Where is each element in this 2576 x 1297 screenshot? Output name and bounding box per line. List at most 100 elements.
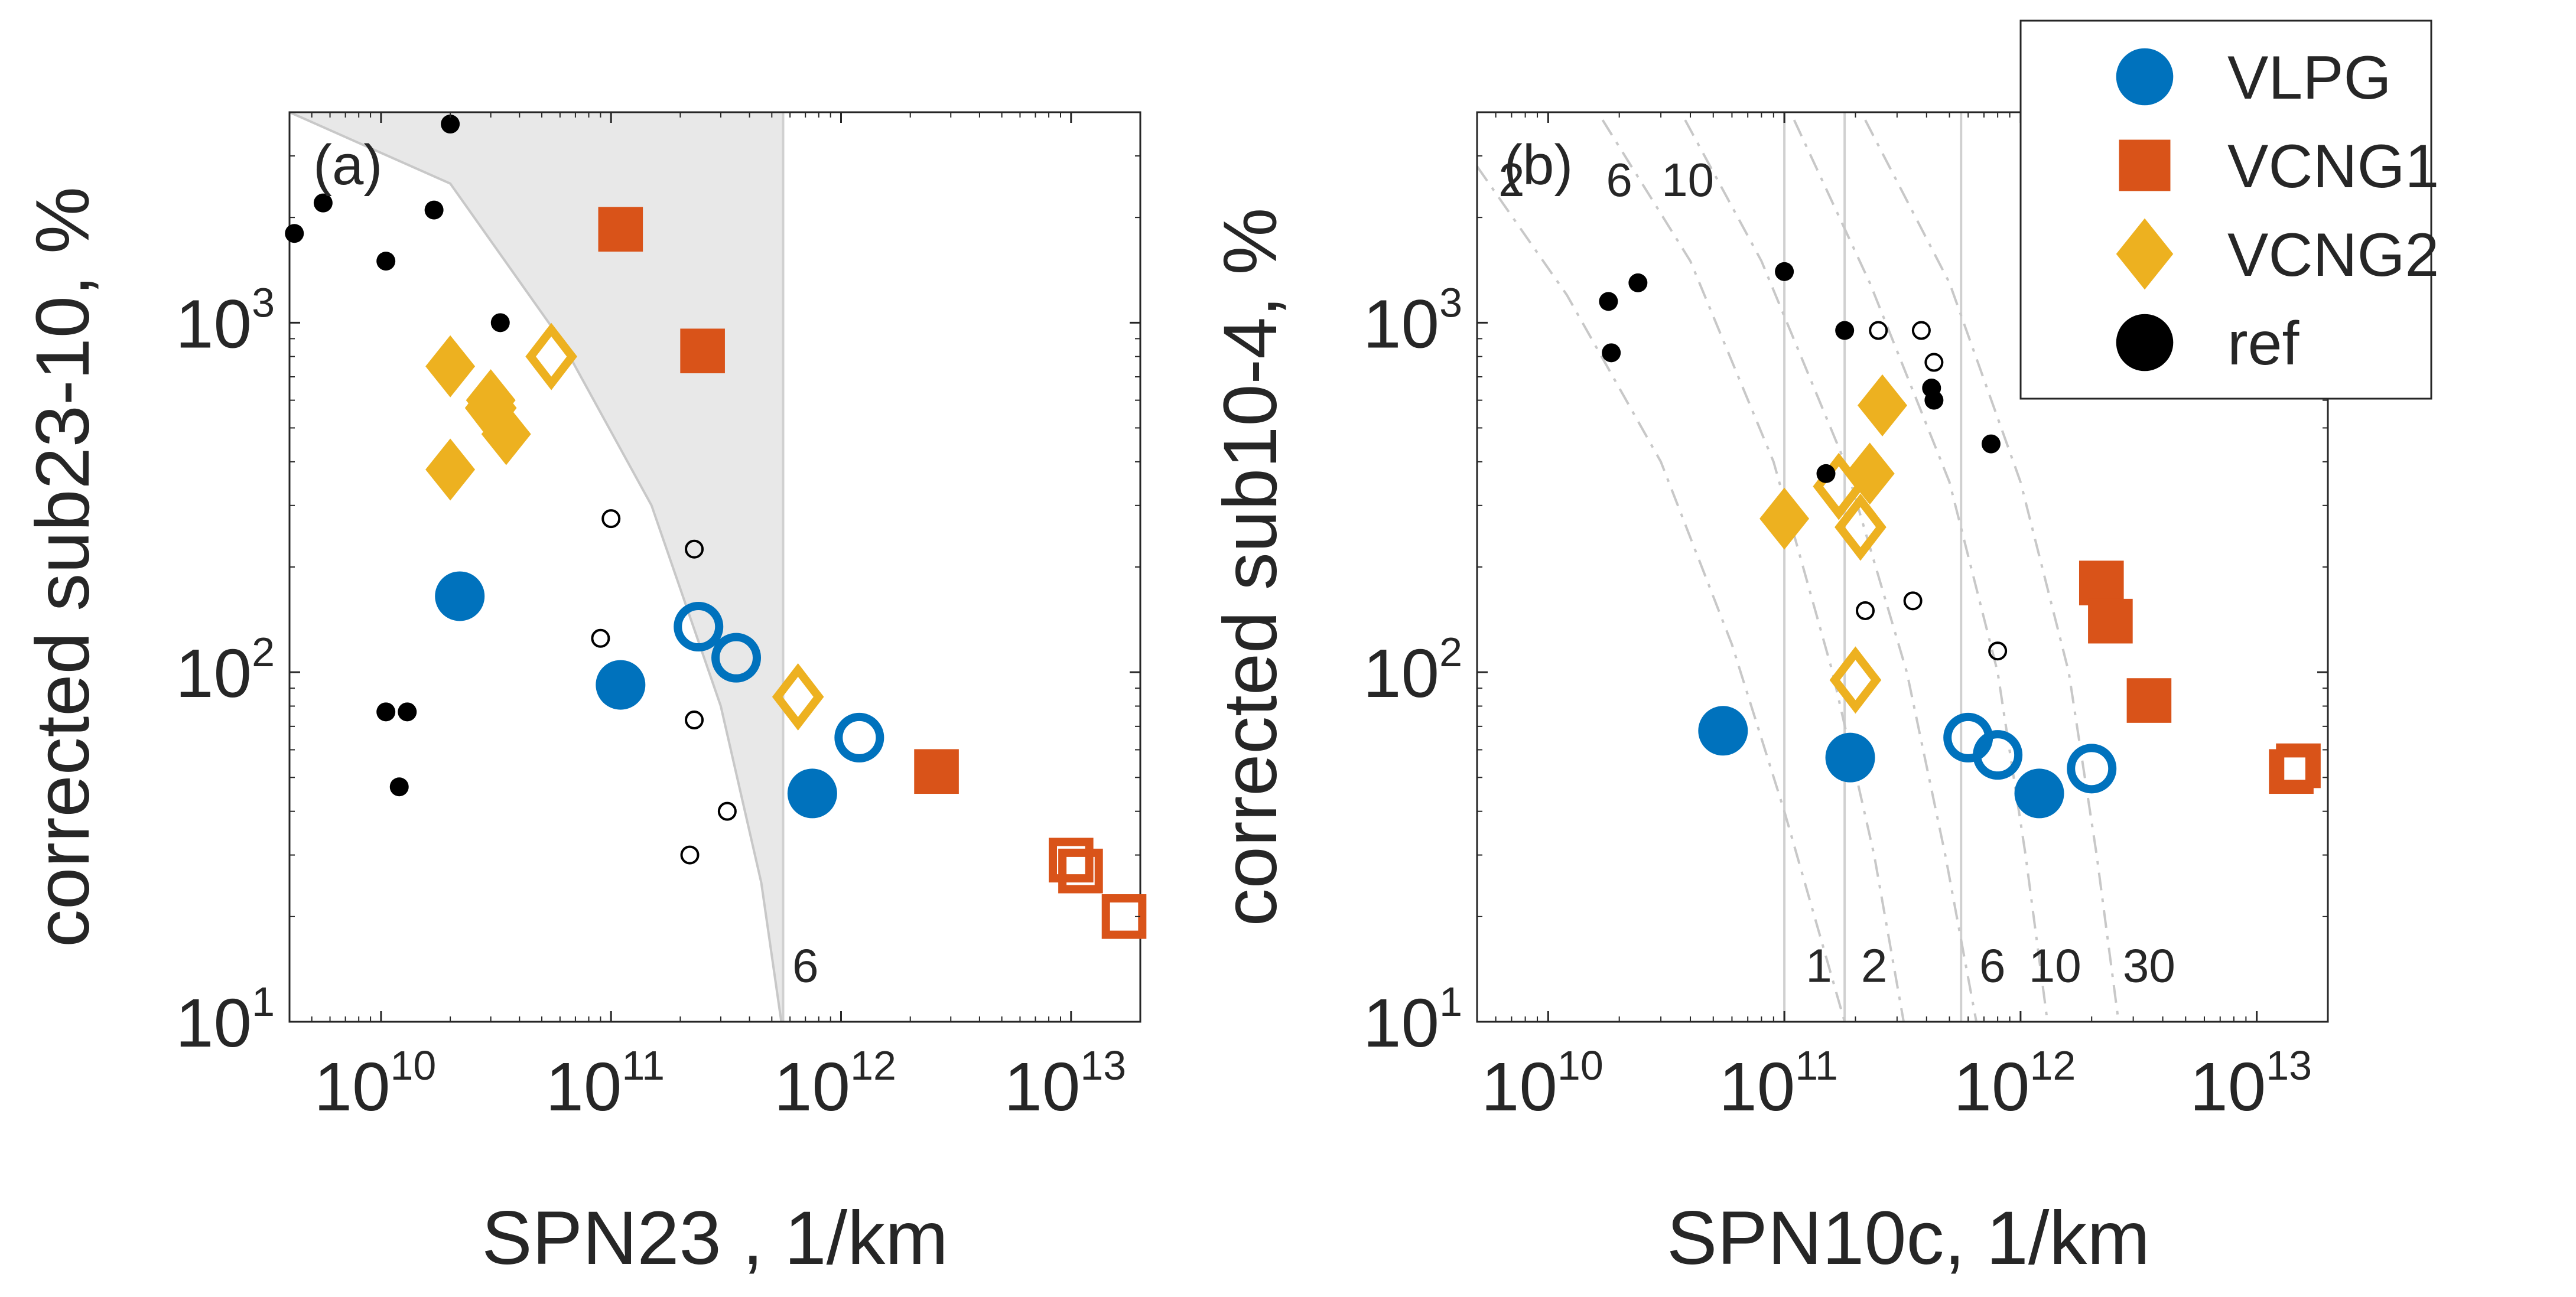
panel-b-y-axis-title: corrected sub10-4, %: [1208, 208, 1293, 927]
data-point-ref: [313, 193, 333, 213]
panel-a-label: (a): [313, 133, 382, 197]
data-point-ref-open: [1924, 353, 1944, 372]
panel-a-x-axis-title: SPN23 , 1/km: [482, 1196, 948, 1280]
legend-label-ref: ref: [2227, 309, 2299, 378]
data-point-ref-open: [717, 801, 737, 821]
reference-dashed-curve: [1684, 119, 1978, 1022]
panel-a-tick-labels: 1010 1011 1012 1013 101 102 103 6: [175, 112, 1140, 1125]
annotation-label: 10: [2029, 940, 2081, 992]
data-point-vcng2-open: [1829, 646, 1882, 714]
data-point-ref-open: [1988, 641, 2008, 661]
data-point-vcng2: [425, 438, 476, 501]
annotation-label: 6: [792, 940, 819, 992]
data-point-vcng1: [914, 749, 959, 794]
panel-b-x-axis-title: SPN10c, 1/km: [1667, 1196, 2150, 1280]
data-point-vlpg: [435, 571, 485, 621]
x-tick-label: 1010: [314, 1042, 436, 1125]
data-point-vlpg: [1698, 706, 1748, 756]
data-point-ref: [376, 252, 396, 271]
data-point-ref-open: [685, 539, 704, 559]
annotation-label: 10: [1661, 154, 1714, 206]
panel-a: (a) 1010 1011 1012 1013 101 102 103 6 SPN23 , 1…: [21, 111, 1147, 1280]
shaded-region: [290, 112, 783, 1022]
y-tick-label: 103: [1363, 279, 1462, 362]
reference-dashed-curve: [1864, 119, 2120, 1022]
data-point-vcng1: [2126, 678, 2172, 723]
legend: VLPG VCNG1 VCNG2 ref: [2019, 19, 2439, 400]
data-point-ref-open: [1911, 321, 1931, 340]
data-point-vcng2-open: [525, 322, 577, 390]
data-point-vlpg-open: [834, 712, 884, 762]
data-point-ref: [285, 224, 304, 243]
legend-label-vcng1: VCNG1: [2227, 132, 2439, 201]
y-tick-label: 103: [175, 279, 275, 362]
data-point-vcng1: [680, 328, 725, 374]
data-point-vcng1-open: [1101, 894, 1147, 939]
data-point-ref: [1981, 434, 2001, 454]
data-point-vlpg-open: [1973, 730, 2023, 780]
x-tick-label: 1013: [1004, 1042, 1126, 1125]
legend-marker-vlpg: [2116, 48, 2174, 106]
data-point-ref: [441, 115, 460, 134]
shaded-region-boundary-curve: [290, 112, 783, 1022]
legend-items: VLPG VCNG1 VCNG2 ref: [2116, 44, 2439, 378]
y-tick-label: 101: [1363, 979, 1462, 1061]
data-point-ref: [1602, 343, 1621, 363]
panel-a-y-axis-title: corrected sub23-10, %: [21, 187, 105, 947]
data-point-ref: [1775, 262, 1794, 281]
data-point-ref: [1835, 321, 1855, 340]
y-tick-label: 102: [175, 629, 275, 712]
annotation-label: 2: [1861, 940, 1888, 992]
legend-marker-ref: [2116, 314, 2174, 371]
data-point-ref: [424, 200, 444, 220]
data-point-ref-open: [1856, 601, 1875, 620]
x-tick-label: 1012: [1953, 1042, 2076, 1125]
legend-label-vcng2: VCNG2: [2227, 221, 2439, 289]
data-point-ref: [389, 777, 409, 797]
reference-dashed-curve: [1477, 165, 1846, 1022]
panel-b-label: (b): [1504, 133, 1573, 197]
data-point-vcng2-open: [464, 374, 517, 442]
data-point-vcng2: [1759, 487, 1810, 550]
legend-marker-vcng1: [2119, 139, 2171, 191]
data-point-ref: [1599, 292, 1618, 311]
reference-dashed-curve: [1793, 119, 2049, 1022]
data-point-vcng1: [598, 207, 643, 252]
y-tick-label: 101: [175, 979, 275, 1061]
data-point-vlpg: [596, 660, 646, 710]
data-point-ref: [398, 702, 417, 722]
x-tick-label: 1011: [545, 1042, 665, 1125]
data-point-vlpg-open: [2067, 744, 2117, 794]
data-point-ref: [490, 313, 510, 333]
x-tick-label: 1011: [1719, 1042, 1838, 1125]
annotation-label: 30: [2123, 940, 2175, 992]
data-point-vlpg-open: [674, 602, 724, 652]
data-point-ref-open: [591, 628, 610, 648]
data-point-ref-open: [1903, 591, 1923, 611]
data-point-vcng2: [425, 335, 476, 397]
data-point-vcng2-open: [772, 663, 824, 731]
panel-b-background-layer: [1477, 112, 2120, 1022]
data-point-vcng2: [1858, 374, 1908, 436]
panel-b-data-markers: [1599, 262, 2321, 819]
annotation-label: 6: [1979, 940, 2006, 992]
x-tick-label: 1012: [774, 1042, 896, 1125]
data-point-ref: [1816, 464, 1836, 483]
x-tick-label: 1013: [2190, 1042, 2312, 1125]
y-tick-label: 102: [1363, 629, 1462, 712]
data-point-vcng1: [2079, 560, 2124, 605]
data-point-vcng1-open: [2276, 743, 2321, 788]
panel-a-data-markers: [285, 115, 1147, 939]
data-point-vcng1: [2088, 598, 2133, 644]
data-point-vlpg: [2014, 768, 2064, 819]
data-point-ref: [376, 702, 396, 722]
annotation-label: 2: [1498, 154, 1525, 206]
data-point-vlpg-open: [711, 633, 762, 683]
annotation-label: 6: [1606, 154, 1632, 206]
data-point-vcng2-open: [1835, 493, 1887, 561]
data-point-ref-open: [680, 845, 700, 865]
legend-marker-vcng2: [2116, 218, 2174, 290]
panel-a-background-layer: [290, 112, 785, 1022]
